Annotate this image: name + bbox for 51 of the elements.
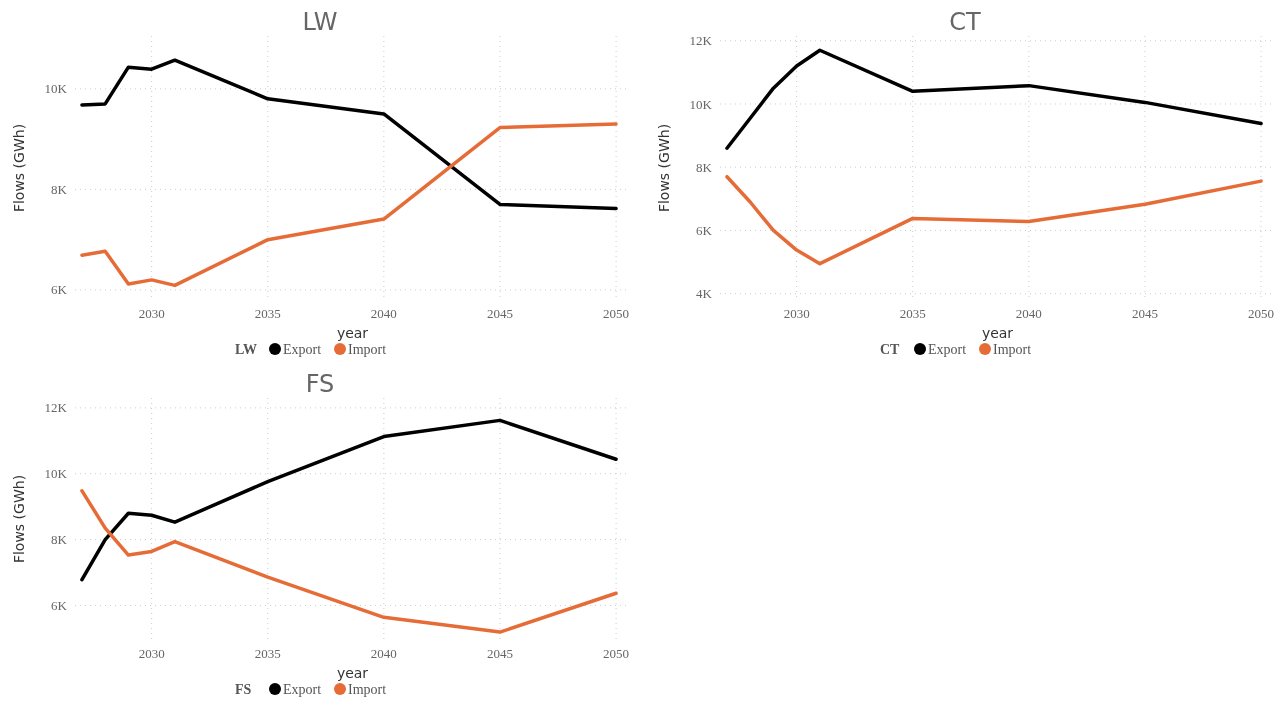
x-tick-label: 2050 — [1248, 306, 1275, 321]
x-tick-label: 2040 — [370, 646, 397, 661]
x-axis-title: year — [336, 325, 369, 341]
legend-label: Import — [348, 682, 387, 697]
chart-title: CT — [949, 8, 982, 36]
y-tick-label: 4K — [696, 286, 713, 302]
line-series — [80, 489, 618, 634]
y-tick-label: 8K — [51, 532, 68, 548]
y-tick-label: 12K — [689, 33, 713, 49]
x-axis-title: year — [981, 325, 1014, 341]
line-series — [725, 174, 1263, 266]
y-tick-label: 12K — [44, 400, 68, 416]
legend-title: LW — [235, 342, 258, 357]
y-tick-label: 6K — [51, 597, 68, 613]
legend-label: Export — [283, 682, 322, 697]
x-tick-label: 2050 — [603, 646, 630, 661]
x-tick-label: 2035 — [254, 646, 281, 661]
legend-label: Export — [283, 342, 322, 357]
legend-title: FS — [235, 682, 252, 697]
x-tick-label: 2035 — [899, 306, 926, 321]
y-tick-label: 10K — [44, 81, 68, 97]
legend-label: Import — [348, 342, 387, 357]
legend-title: CT — [880, 342, 901, 357]
y-axis-title: Flows (GWh) — [656, 123, 672, 213]
x-tick-label: 2040 — [370, 306, 397, 321]
x-tick-label: 2045 — [486, 306, 513, 321]
x-tick-label: 2050 — [603, 306, 630, 321]
x-tick-label: 2040 — [1015, 306, 1042, 321]
y-tick-label: 6K — [51, 282, 68, 298]
y-tick-label: 10K — [689, 96, 713, 112]
y-tick-label: 8K — [51, 181, 68, 197]
line-series — [80, 122, 618, 288]
x-tick-label: 2030 — [138, 306, 165, 321]
x-tick-label: 2045 — [1131, 306, 1158, 321]
x-axis-title: year — [336, 665, 369, 681]
y-axis-title: Flows (GWh) — [11, 474, 27, 564]
x-tick-label: 2045 — [486, 646, 513, 661]
y-tick-label: 10K — [44, 466, 68, 482]
line-series — [80, 418, 618, 582]
y-tick-label: 8K — [696, 159, 713, 175]
legend-label: Import — [993, 342, 1032, 357]
x-tick-label: 2030 — [783, 306, 810, 321]
line-series — [725, 48, 1263, 150]
x-tick-label: 2030 — [138, 646, 165, 661]
chart-title: LW — [302, 8, 338, 36]
chart-title: FS — [305, 370, 335, 398]
x-tick-label: 2035 — [254, 306, 281, 321]
legend-label: Export — [928, 342, 967, 357]
y-axis-title: Flows (GWh) — [11, 123, 27, 213]
line-series — [80, 58, 618, 211]
y-tick-label: 6K — [696, 222, 713, 238]
